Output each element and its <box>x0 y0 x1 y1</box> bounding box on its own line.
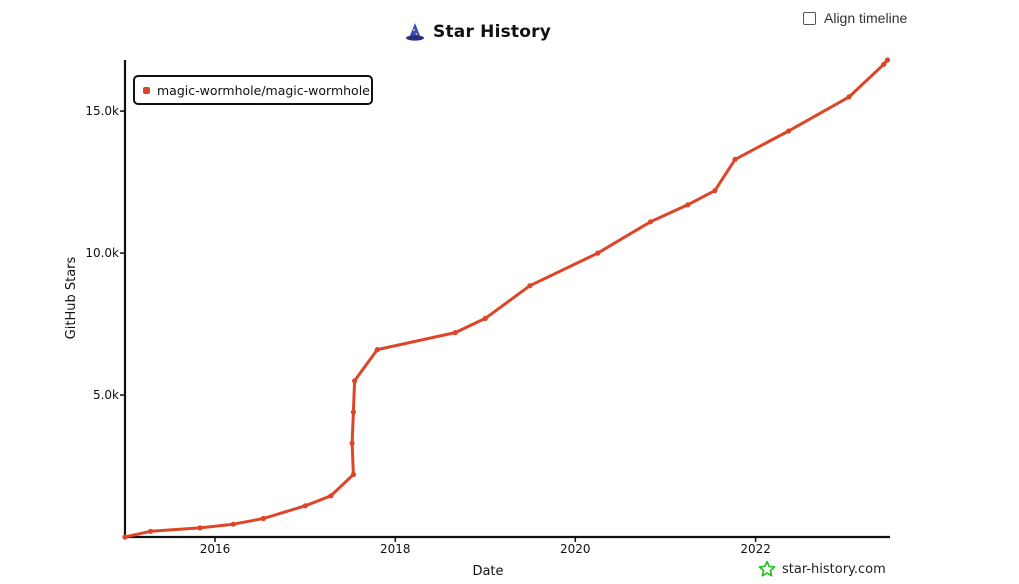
legend: magic-wormhole/magic-wormhole <box>133 75 373 105</box>
data-point <box>595 250 601 256</box>
data-point <box>732 156 738 162</box>
legend-swatch <box>143 86 150 94</box>
axes <box>123 60 890 539</box>
series-line <box>123 58 889 539</box>
data-point <box>122 534 128 540</box>
data-point <box>846 94 852 100</box>
data-point <box>260 515 266 522</box>
data-point <box>374 347 380 353</box>
y-axis-label: GitHub Stars <box>64 256 79 339</box>
data-point <box>527 283 533 289</box>
chart-title: Star History <box>405 22 551 42</box>
data-point <box>482 315 488 321</box>
data-point <box>352 378 358 384</box>
x-tick-label: 2018 <box>380 542 411 556</box>
y-tick-label: 10.0k <box>85 246 119 260</box>
y-tick-label: 15.0k <box>85 104 119 118</box>
align-timeline-checkbox[interactable] <box>803 11 816 25</box>
align-timeline-label: Align timeline <box>824 10 908 26</box>
tick-labels: 2016 2018 2020 2022 5.0k 10.0k 15.0k <box>85 104 771 556</box>
align-timeline-toggle[interactable]: Align timeline <box>803 10 907 26</box>
x-tick-label: 2022 <box>740 542 771 556</box>
y-tick-label: 5.0k <box>93 388 119 402</box>
x-tick-label: 2020 <box>560 542 591 556</box>
data-point <box>197 525 203 531</box>
data-point <box>349 440 355 446</box>
data-point <box>350 409 356 415</box>
data-point <box>647 219 654 225</box>
data-point <box>881 61 887 67</box>
x-axis-label: Date <box>472 564 503 579</box>
data-point <box>350 471 356 478</box>
data-point <box>328 493 334 499</box>
data-point <box>884 57 891 63</box>
star-outline-icon <box>758 560 776 577</box>
data-point <box>685 202 691 208</box>
data-point <box>230 521 236 527</box>
data-point <box>712 188 718 194</box>
legend-label: magic-wormhole/magic-wormhole <box>157 82 370 98</box>
data-point <box>302 503 308 509</box>
wizard-hat-icon <box>406 23 424 41</box>
data-point <box>452 330 458 336</box>
x-tick-label: 2016 <box>200 542 231 556</box>
brand-text: star-history.com <box>782 561 886 577</box>
series-layer <box>122 57 891 540</box>
brand-watermark[interactable]: star-history.com <box>758 560 886 578</box>
data-point <box>786 128 792 134</box>
chart-title-text: Star History <box>433 22 551 42</box>
data-point <box>148 528 154 534</box>
